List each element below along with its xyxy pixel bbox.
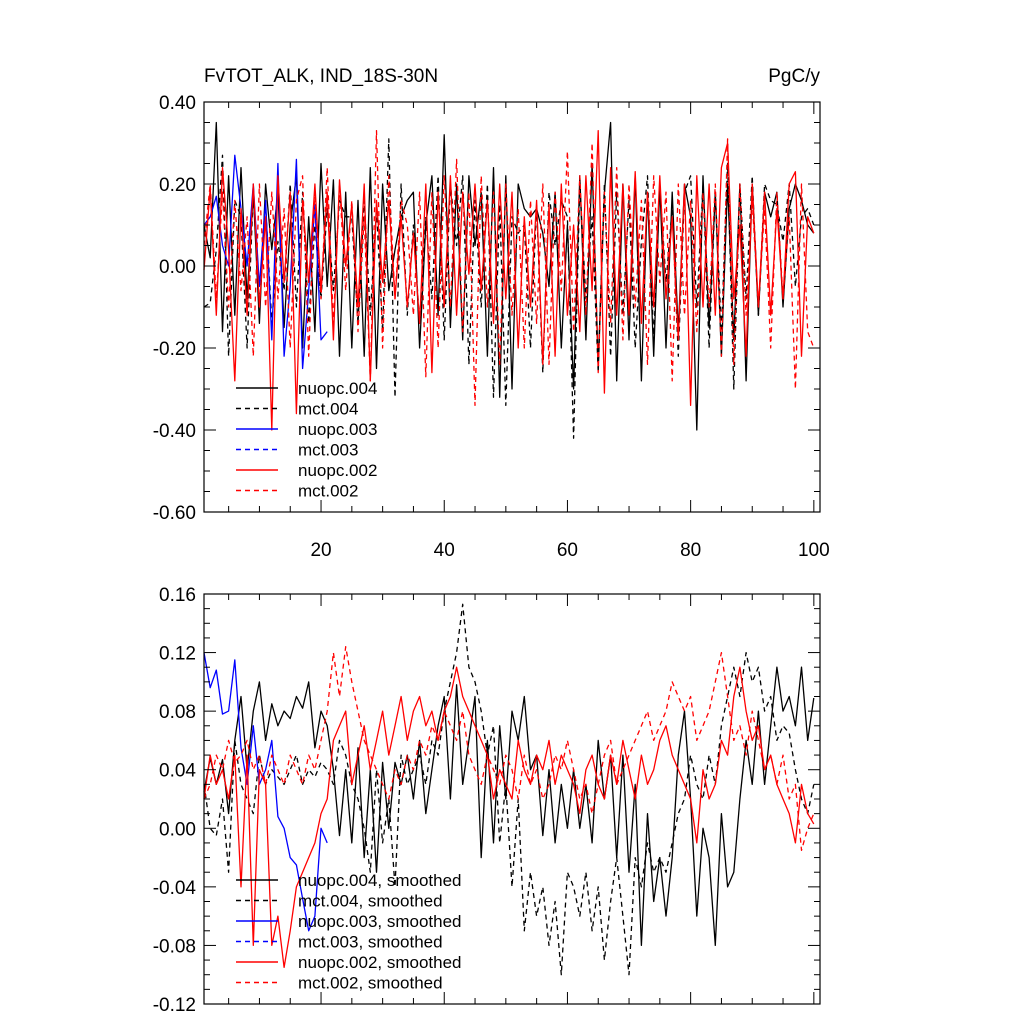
legend-label: nuopc.002 xyxy=(298,461,377,480)
x-tick-label: 20 xyxy=(310,540,331,561)
legend-label: nuopc.004, smoothed xyxy=(298,871,462,890)
legend-label: mct.004, smoothed xyxy=(298,892,443,911)
legend-label: mct.002, smoothed xyxy=(298,974,443,993)
y-tick-label: 0.00 xyxy=(159,819,196,840)
legend-label: nuopc.003 xyxy=(298,420,377,439)
top-chart-series-group xyxy=(203,121,815,439)
bottom-chart-panel: -0.12 -0.08 -0.04 0.00 0.04 0.08 0.12 0.16 nuop… xyxy=(153,585,821,1016)
top-chart-panel: FvTOT_ALK, IND_18S-30N PgC/y -0.60-0.40-… xyxy=(153,66,830,561)
top-chart-frame xyxy=(203,101,821,513)
x-tick-label: 100 xyxy=(798,540,830,561)
y-tick-label: 0.04 xyxy=(159,761,196,782)
bottom-chart-ticks: -0.12 -0.08 -0.04 0.00 0.04 0.08 0.12 0.16 xyxy=(153,585,820,1016)
y-tick-label: -0.40 xyxy=(153,421,196,442)
y-tick-label: -0.60 xyxy=(153,503,196,524)
y-tick-label: 0.12 xyxy=(159,644,196,665)
x-tick-label: 60 xyxy=(557,540,578,561)
series-line-mct-004-smoothed xyxy=(203,603,815,976)
legend-label: mct.004 xyxy=(298,400,358,419)
top-chart-title: FvTOT_ALK, IND_18S-30N xyxy=(204,66,438,87)
y-tick-label: -0.08 xyxy=(153,936,196,957)
y-tick-label: -0.04 xyxy=(153,878,197,899)
y-tick-label: 0.08 xyxy=(159,702,196,723)
series-line-nuopc-003 xyxy=(203,154,328,370)
series-line-mct-002 xyxy=(203,130,815,407)
y-tick-label: -0.12 xyxy=(153,995,196,1016)
series-line-nuopc-004-smoothed xyxy=(203,666,815,947)
x-tick-label: 40 xyxy=(434,540,455,561)
series-line-nuopc-002-smoothed xyxy=(203,666,815,969)
bottom-chart-series-group xyxy=(203,603,815,976)
legend-label: mct.003, smoothed xyxy=(298,933,443,952)
top-chart-units: PgC/y xyxy=(768,66,820,87)
x-tick-label: 80 xyxy=(680,540,701,561)
top-chart-ticks: -0.60 -0.40 -0.20 0.00 0.20 0.40 20 40 60 80 100 xyxy=(153,93,830,561)
legend-label: nuopc.004 xyxy=(298,379,377,398)
series-line-nuopc-003-smoothed xyxy=(203,652,328,932)
y-tick-label: 0.20 xyxy=(159,175,196,196)
legend-label: mct.002 xyxy=(298,482,358,501)
y-tick-label: 0.00 xyxy=(159,257,196,278)
legend-label: nuopc.003, smoothed xyxy=(298,912,462,931)
bottom-chart-frame xyxy=(203,593,821,1005)
legend-label: nuopc.002, smoothed xyxy=(298,953,462,972)
series-line-mct-002-smoothed xyxy=(203,646,815,851)
legend-label: mct.003 xyxy=(298,441,358,460)
y-tick-label: -0.20 xyxy=(153,339,196,360)
y-tick-label: 0.40 xyxy=(159,93,196,114)
y-tick-label: 0.16 xyxy=(159,585,196,606)
